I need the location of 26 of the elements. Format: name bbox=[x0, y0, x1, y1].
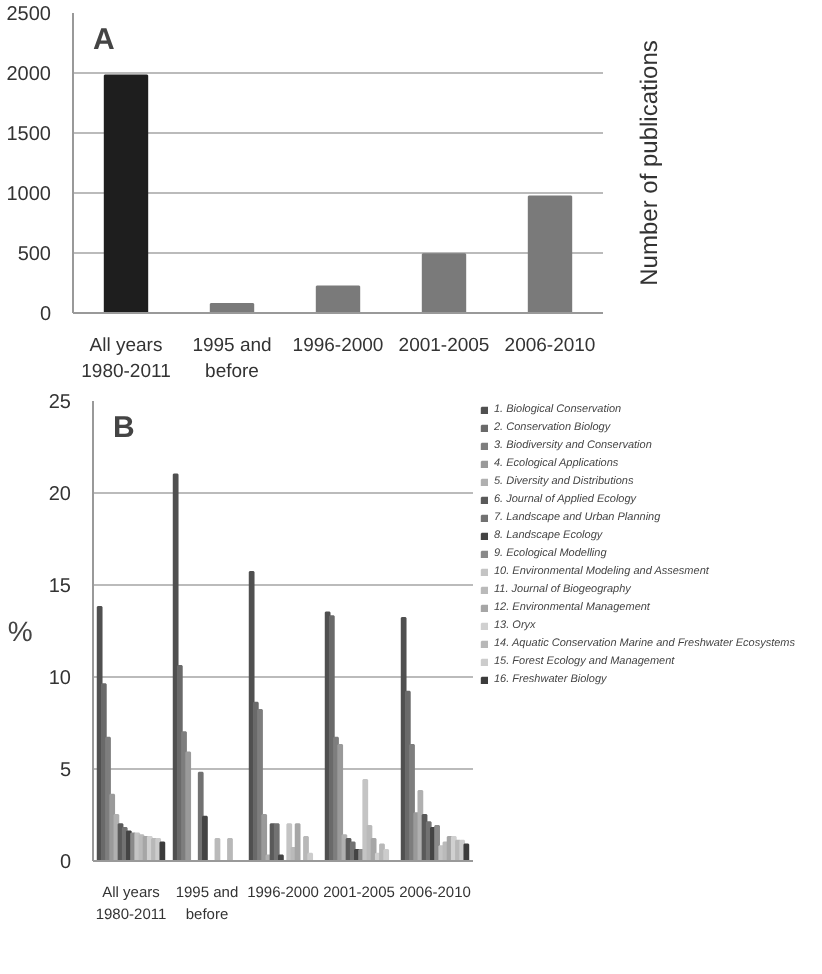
x-tick-label: All years 1980-2011 bbox=[81, 335, 171, 384]
bar bbox=[527, 195, 573, 313]
x-tick-label: 1996-2000 bbox=[292, 335, 384, 357]
y-tick-label: 0 bbox=[39, 304, 52, 326]
y-tick-label: 2000 bbox=[6, 64, 52, 86]
x-tick-label: 2006-2010 bbox=[504, 335, 596, 357]
y-tick-label: 2500 bbox=[6, 4, 52, 26]
bar bbox=[421, 253, 467, 313]
x-tick-label: 2001-2005 bbox=[398, 335, 490, 357]
y-axis-title: % bbox=[7, 615, 33, 647]
y-tick-label: 0 bbox=[59, 852, 72, 874]
y-tick-label: 1500 bbox=[6, 124, 52, 146]
annotation: B bbox=[113, 411, 135, 445]
x-tick-label: 1995 and before bbox=[192, 335, 272, 384]
y-tick-label: 25 bbox=[48, 392, 72, 414]
y-tick-label: 1000 bbox=[6, 184, 52, 206]
y-axis-title: Number of publications bbox=[635, 40, 663, 286]
bar bbox=[103, 74, 149, 313]
y-tick-label: 10 bbox=[48, 668, 72, 690]
bar bbox=[315, 285, 361, 313]
bar bbox=[209, 303, 255, 313]
y-tick-label: 15 bbox=[48, 576, 72, 598]
y-tick-label: 500 bbox=[17, 244, 52, 266]
annotation: A bbox=[93, 23, 115, 57]
y-tick-label: 5 bbox=[59, 760, 72, 782]
y-tick-label: 20 bbox=[48, 484, 72, 506]
